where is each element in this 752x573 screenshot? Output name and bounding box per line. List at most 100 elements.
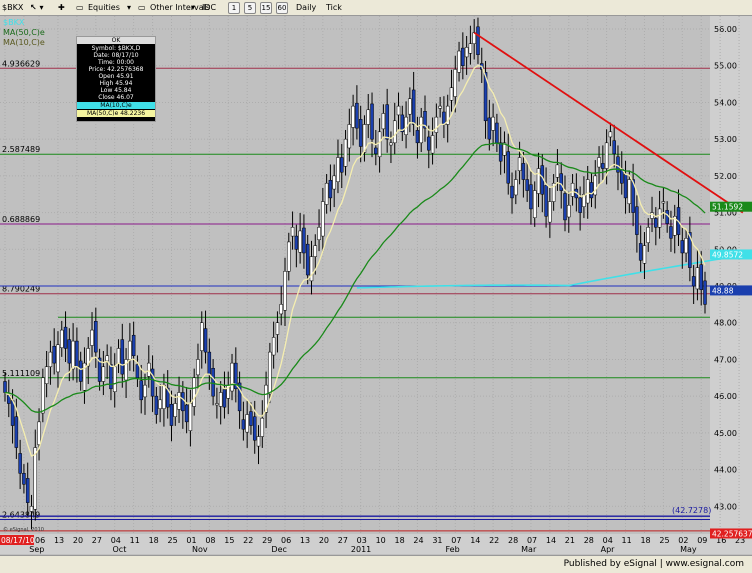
candle-body (177, 392, 181, 410)
x-tick-label: 03 (357, 536, 367, 545)
chart-title[interactable]: $BKX (2, 3, 24, 12)
candle-body (567, 204, 571, 218)
candle-body (593, 175, 598, 196)
candle-body (14, 416, 19, 448)
candle-body (230, 362, 234, 392)
candle-body (71, 340, 75, 370)
interval-5-button[interactable]: 5 (244, 2, 256, 14)
crosshair-icon[interactable]: ✚ (58, 3, 65, 12)
candle-body (75, 340, 79, 368)
support-value-label: (42.7278) (672, 506, 711, 515)
daily-button[interactable]: Daily (296, 3, 317, 12)
candle-body (563, 193, 567, 221)
interval-1-button[interactable]: 1 (228, 2, 240, 14)
price-chart[interactable]: 43.0044.0045.0046.0047.0048.0049.0050.00… (0, 16, 752, 554)
candle-body (400, 114, 405, 133)
candle-body (94, 321, 98, 353)
x-tick-label: 18 (395, 536, 405, 545)
x-tick-label: 28 (584, 536, 594, 545)
interval-15-button[interactable]: 15 (260, 2, 272, 14)
candle-body (555, 164, 560, 178)
data-window-low: Low 45.84 (100, 87, 132, 94)
data-window-header[interactable]: OK (77, 37, 155, 44)
candle-body (551, 182, 556, 202)
y-tick-label: 44.00 (714, 466, 737, 475)
candle-body (241, 419, 246, 430)
candle-body (237, 382, 242, 412)
month-label: Apr (601, 545, 616, 554)
idc-button[interactable]: IDC (202, 3, 217, 12)
y-tick-label: 53.00 (714, 135, 737, 144)
candle-body (264, 384, 268, 413)
x-tick-label: 07 (527, 536, 537, 545)
candle-body (147, 362, 151, 377)
level-label: 2.587489 (2, 145, 40, 154)
candle-body (389, 142, 393, 146)
candle-body (578, 197, 582, 213)
candle-body (268, 351, 272, 395)
x-tick-label: 22 (489, 536, 499, 545)
interval-60-button[interactable]: 60 (276, 2, 288, 14)
candle-body (90, 329, 94, 346)
x-tick-label: 04 (111, 536, 121, 545)
candle-body (116, 348, 121, 365)
data-window-price: Price: 42.2576368 (88, 66, 144, 73)
candle-body (332, 175, 336, 190)
y-tick-label: 47.00 (714, 355, 737, 364)
ma50-line (4, 142, 706, 413)
ma50-value-tag: 51.1592 (712, 203, 743, 212)
candle-body (101, 366, 106, 382)
candle-body (112, 366, 117, 393)
x-tick-label: 28 (508, 536, 518, 545)
candle-body (688, 232, 692, 268)
x-tick-label: 18 (640, 536, 650, 545)
candle-body (604, 142, 609, 169)
candle-body (328, 180, 333, 199)
candle-body (158, 399, 162, 409)
candle-body (181, 392, 185, 412)
candle-body (483, 72, 488, 122)
candle-body (491, 116, 495, 131)
x-tick-label: 06 (281, 536, 291, 545)
candle-body (449, 87, 454, 101)
chevron-down-icon-2[interactable]: ▾ (191, 3, 196, 12)
candle-body (362, 124, 367, 153)
data-window-date: Date: 08/17/10 (93, 52, 139, 59)
folder-icon-2[interactable]: ▭ (138, 3, 146, 12)
folder-icon[interactable]: ▭ (76, 3, 84, 12)
chevron-down-icon[interactable]: ▾ (127, 3, 132, 12)
candle-body (661, 201, 666, 204)
candle-body (37, 421, 41, 445)
candle-body (487, 117, 492, 140)
other-intervals-dropdown[interactable]: Other Intervals (150, 3, 211, 12)
candle-body (510, 185, 514, 199)
candle-body (544, 185, 548, 217)
candle-body (366, 109, 370, 125)
candle-body (298, 230, 302, 253)
candle-body (131, 334, 136, 357)
candle-body (169, 403, 174, 426)
month-label: Oct (113, 545, 127, 554)
candle-body (18, 453, 22, 474)
x-tick-label: 29 (262, 536, 272, 545)
candle-body (3, 381, 7, 393)
ma10-value-tag: 49.8572 (712, 250, 743, 259)
candle-body (63, 326, 68, 349)
candle-body (154, 395, 159, 415)
candle-body (86, 348, 90, 367)
toolbar: $BKX ↖ ▾ ✚ ▭ Equities ▾ ▭ Other Interval… (0, 0, 752, 16)
x-tick-label: 20 (319, 536, 329, 545)
candle-body (589, 182, 594, 199)
x-tick-label: 15 (224, 536, 234, 545)
candle-body (423, 111, 427, 129)
legend-ma50: MA(50,C)e (3, 28, 45, 37)
tick-button[interactable]: Tick (326, 3, 342, 12)
y-tick-label: 45.00 (714, 429, 737, 438)
candle-body (642, 245, 647, 264)
candle-body (680, 240, 685, 254)
pointer-icon[interactable]: ↖ ▾ (30, 3, 44, 12)
candle-body (56, 344, 60, 373)
candle-body (287, 241, 291, 272)
equities-dropdown[interactable]: Equities (88, 3, 120, 12)
candle-body (97, 357, 102, 382)
